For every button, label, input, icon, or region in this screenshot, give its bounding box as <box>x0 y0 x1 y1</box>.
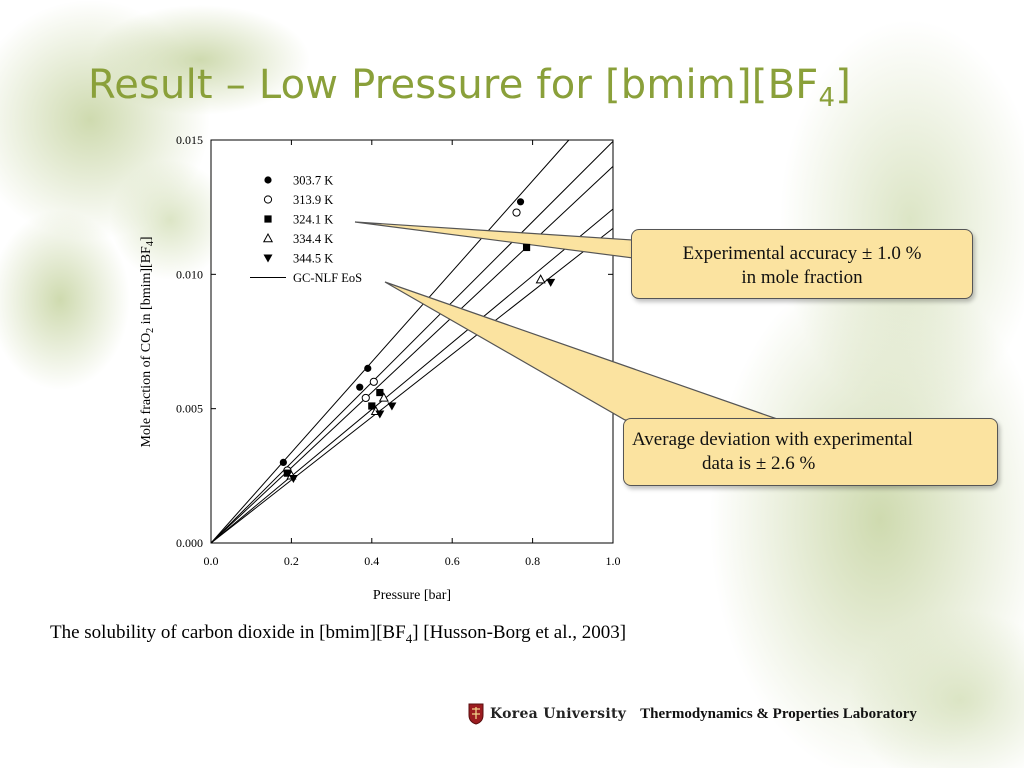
accuracy-callout: Experimental accuracy ± 1.0 % in mole fr… <box>631 229 973 299</box>
x-tick-label: 0.2 <box>284 554 299 568</box>
accuracy-callout-line1: Experimental accuracy ± 1.0 % <box>682 243 922 264</box>
legend-label: GC-NLF EoS <box>293 271 362 285</box>
legend-label: 313.9 K <box>293 193 333 207</box>
legend-label: 303.7 K <box>293 174 333 188</box>
y-axis-label: Mole fraction of CO2 in [bmim][BF4] <box>139 236 156 447</box>
model-line <box>210 227 614 544</box>
legend-label: 324.1 K <box>293 213 333 227</box>
data-point <box>356 383 364 391</box>
data-point <box>369 377 378 386</box>
university-crest-icon <box>468 703 484 725</box>
university-name: Korea University <box>490 706 627 722</box>
x-tick-label: 1.0 <box>606 554 621 568</box>
legend-marker <box>264 215 272 223</box>
data-point <box>283 469 291 477</box>
data-point <box>376 388 384 397</box>
figure-caption: The solubility of carbon dioxide in [bmi… <box>50 622 627 646</box>
data-point <box>378 392 389 402</box>
foliage-decoration <box>0 0 310 390</box>
y-tick-label: 0.005 <box>176 402 203 416</box>
model-line <box>210 165 614 544</box>
data-point <box>546 278 556 287</box>
model-line <box>210 139 570 544</box>
data-point <box>387 402 397 411</box>
y-tick-label: 0.015 <box>176 133 203 147</box>
data-point <box>535 274 546 284</box>
data-point <box>375 410 385 419</box>
model-line <box>210 208 614 544</box>
y-tick-label: 0.010 <box>176 267 203 281</box>
legend-marker <box>263 195 273 204</box>
legend-marker <box>264 176 272 184</box>
slide-title: Result – Low Pressure for [bmim][BF4] <box>88 62 851 113</box>
legend-label: 334.4 K <box>293 232 333 246</box>
deviation-callout: Average deviation with experimental data… <box>623 418 998 486</box>
x-tick-label: 0.8 <box>525 554 540 568</box>
y-tick-label: 0.000 <box>176 536 203 550</box>
deviation-callout-line1: Average deviation with experimental <box>632 429 913 450</box>
legend-label: 344.5 K <box>293 252 333 266</box>
data-point <box>288 475 298 484</box>
accuracy-callout-line2: in mole fraction <box>741 267 863 288</box>
footer: Korea University Thermodynamics & Proper… <box>468 703 917 725</box>
data-point <box>516 198 525 206</box>
deviation-callout-line2: data is ± 2.6 % <box>702 453 816 474</box>
legend-marker <box>262 232 274 243</box>
data-point <box>364 364 372 372</box>
x-axis-label: Pressure [bar] <box>373 588 451 603</box>
data-point <box>368 402 376 410</box>
data-point <box>279 458 287 466</box>
lab-name: Thermodynamics & Properties Laboratory <box>640 705 917 722</box>
data-point <box>361 393 370 403</box>
model-line <box>210 140 614 544</box>
legend-marker <box>263 254 273 263</box>
x-tick-label: 0.0 <box>204 554 219 568</box>
statue-decoration <box>710 20 1024 768</box>
data-point <box>512 208 521 217</box>
x-tick-label: 0.4 <box>364 554 379 568</box>
data-point <box>522 243 531 252</box>
x-tick-label: 0.6 <box>445 554 460 568</box>
